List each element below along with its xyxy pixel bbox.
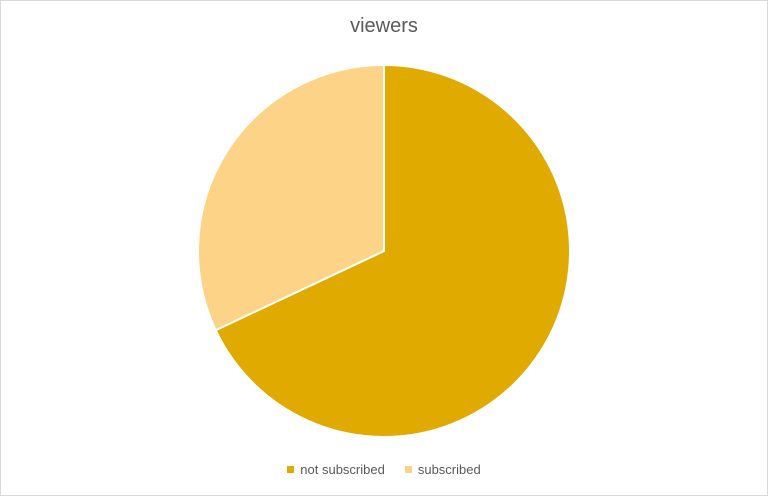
legend: not subscribed subscribed: [1, 462, 767, 477]
pie-slice-subscribed: [197, 63, 385, 332]
legend-swatch-not-subscribed: [287, 466, 295, 473]
legend-label-subscribed: subscribed: [417, 462, 481, 477]
pie-slice-not-subscribed: [214, 63, 571, 438]
legend-swatch-subscribed: [404, 466, 412, 473]
legend-label-not-subscribed: not subscribed: [300, 462, 385, 477]
legend-item-subscribed: subscribed: [404, 462, 481, 477]
chart-title: viewers: [350, 15, 418, 37]
legend-item-not-subscribed: not subscribed: [287, 462, 385, 477]
